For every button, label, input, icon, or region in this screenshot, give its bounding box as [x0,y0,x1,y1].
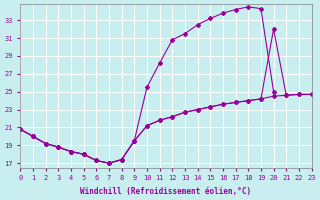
X-axis label: Windchill (Refroidissement éolien,°C): Windchill (Refroidissement éolien,°C) [80,187,252,196]
